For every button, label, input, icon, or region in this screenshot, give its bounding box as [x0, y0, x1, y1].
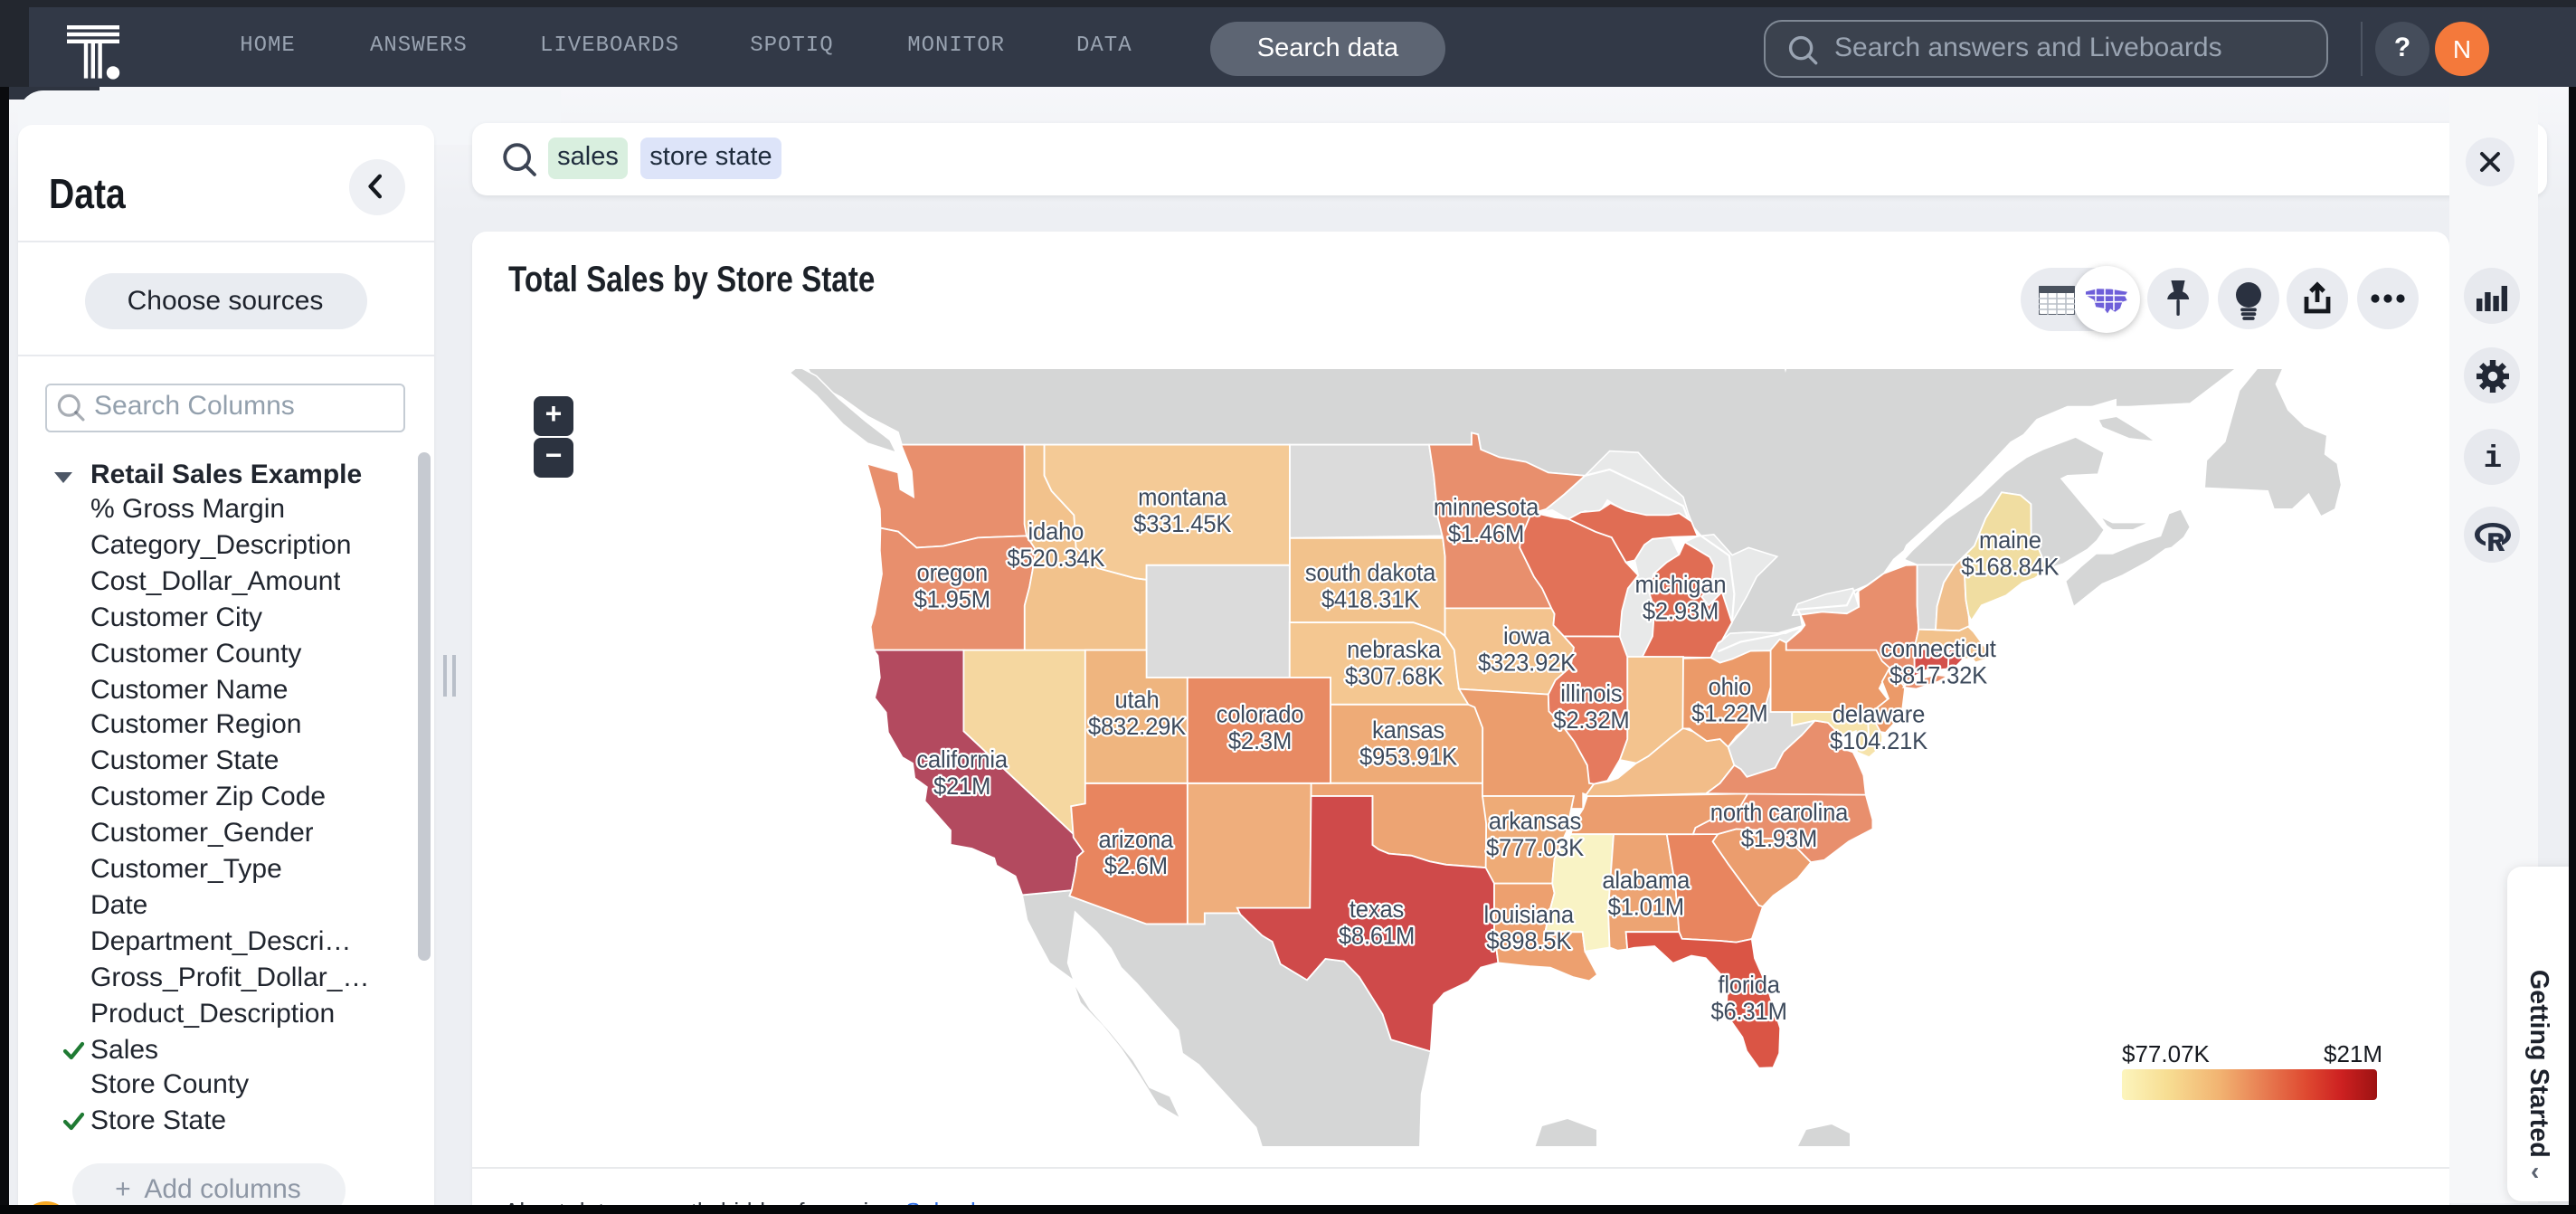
- svg-text:florida: florida: [1717, 970, 1779, 997]
- svg-text:colorado: colorado: [1216, 699, 1303, 726]
- svg-text:$331.45K: $331.45K: [1132, 509, 1231, 536]
- svg-text:louisiana: louisiana: [1483, 899, 1574, 926]
- svg-text:illinois: illinois: [1559, 678, 1621, 706]
- svg-text:utah: utah: [1113, 685, 1158, 712]
- svg-text:arkansas: arkansas: [1488, 806, 1581, 833]
- svg-text:$1.22M: $1.22M: [1690, 698, 1766, 726]
- svg-text:iowa: iowa: [1502, 621, 1550, 649]
- svg-text:nebraska: nebraska: [1346, 635, 1440, 662]
- svg-text:ohio: ohio: [1708, 672, 1751, 699]
- svg-text:$1.95M: $1.95M: [914, 584, 990, 612]
- svg-text:$323.92K: $323.92K: [1477, 648, 1576, 675]
- svg-text:delaware: delaware: [1832, 699, 1924, 726]
- svg-text:$168.84K: $168.84K: [1960, 552, 2059, 579]
- svg-text:$898.5K: $898.5K: [1485, 926, 1571, 953]
- svg-text:$953.91K: $953.91K: [1359, 742, 1457, 769]
- svg-text:$2.6M: $2.6M: [1103, 851, 1167, 878]
- svg-text:$418.31K: $418.31K: [1321, 584, 1419, 612]
- svg-text:michigan: michigan: [1634, 570, 1726, 597]
- svg-text:$777.03K: $777.03K: [1485, 832, 1584, 859]
- svg-text:idaho: idaho: [1028, 517, 1084, 544]
- svg-text:$817.32K: $817.32K: [1889, 660, 1987, 688]
- svg-text:$2.93M: $2.93M: [1642, 596, 1718, 623]
- svg-text:$2.3M: $2.3M: [1227, 726, 1291, 754]
- svg-text:$1.46M: $1.46M: [1447, 519, 1523, 546]
- svg-text:oregon: oregon: [916, 558, 988, 585]
- svg-text:$1.01M: $1.01M: [1607, 892, 1683, 919]
- svg-text:connecticut: connecticut: [1880, 634, 1995, 661]
- svg-text:california: california: [915, 745, 1007, 772]
- svg-text:$520.34K: $520.34K: [1006, 543, 1104, 570]
- svg-text:$307.68K: $307.68K: [1344, 661, 1443, 688]
- svg-text:$21M: $21M: [933, 771, 990, 798]
- svg-text:$104.21K: $104.21K: [1829, 726, 1927, 754]
- svg-text:south dakota: south dakota: [1304, 558, 1435, 585]
- svg-text:north carolina: north carolina: [1709, 797, 1848, 824]
- svg-text:i: i: [2483, 441, 2501, 471]
- svg-text:arizona: arizona: [1098, 824, 1173, 851]
- svg-text:maine: maine: [1978, 526, 2041, 553]
- svg-text:$832.29K: $832.29K: [1087, 711, 1186, 738]
- svg-text:montana: montana: [1137, 482, 1226, 509]
- svg-text:minnesota: minnesota: [1433, 492, 1539, 519]
- svg-text:alabama: alabama: [1601, 866, 1690, 893]
- svg-text:texas: texas: [1349, 895, 1403, 922]
- svg-text:$8.61M: $8.61M: [1338, 921, 1414, 948]
- svg-text:$2.32M: $2.32M: [1552, 705, 1628, 732]
- svg-text:$6.31M: $6.31M: [1709, 996, 1785, 1023]
- svg-text:kansas: kansas: [1371, 716, 1444, 743]
- svg-text:$1.93M: $1.93M: [1740, 824, 1816, 851]
